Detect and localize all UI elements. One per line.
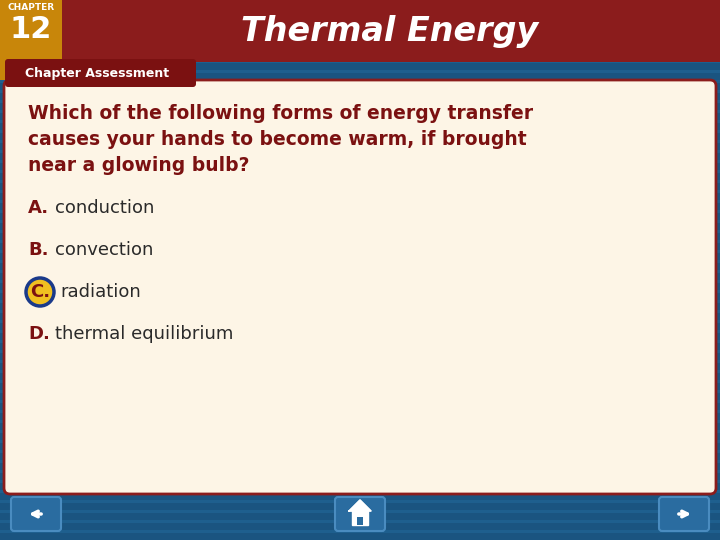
- Text: 12: 12: [10, 16, 52, 44]
- FancyBboxPatch shape: [0, 133, 720, 140]
- FancyBboxPatch shape: [0, 403, 720, 410]
- Circle shape: [26, 278, 54, 306]
- Text: Which of the following forms of energy transfer: Which of the following forms of energy t…: [28, 104, 533, 123]
- Text: near a glowing bulb?: near a glowing bulb?: [28, 156, 250, 175]
- FancyBboxPatch shape: [0, 393, 720, 400]
- Text: Chapter Assessment: Chapter Assessment: [25, 66, 170, 79]
- FancyBboxPatch shape: [0, 63, 720, 70]
- FancyBboxPatch shape: [0, 83, 720, 90]
- Text: convection: convection: [55, 241, 153, 259]
- FancyBboxPatch shape: [0, 263, 720, 270]
- FancyBboxPatch shape: [0, 493, 720, 500]
- Text: B.: B.: [28, 241, 48, 259]
- FancyBboxPatch shape: [0, 323, 720, 330]
- FancyBboxPatch shape: [0, 43, 720, 50]
- FancyBboxPatch shape: [0, 33, 720, 40]
- FancyBboxPatch shape: [0, 0, 720, 62]
- FancyBboxPatch shape: [0, 413, 720, 420]
- FancyBboxPatch shape: [0, 203, 720, 210]
- FancyBboxPatch shape: [0, 103, 720, 110]
- FancyBboxPatch shape: [11, 497, 61, 531]
- FancyBboxPatch shape: [0, 0, 62, 80]
- FancyBboxPatch shape: [0, 273, 720, 280]
- Text: D.: D.: [28, 325, 50, 343]
- FancyBboxPatch shape: [5, 59, 196, 87]
- FancyBboxPatch shape: [0, 503, 720, 510]
- FancyBboxPatch shape: [0, 233, 720, 240]
- FancyBboxPatch shape: [0, 253, 720, 260]
- FancyBboxPatch shape: [0, 333, 720, 340]
- Polygon shape: [349, 500, 371, 511]
- FancyBboxPatch shape: [0, 343, 720, 350]
- FancyBboxPatch shape: [0, 513, 720, 520]
- FancyBboxPatch shape: [0, 223, 720, 230]
- FancyBboxPatch shape: [0, 243, 720, 250]
- FancyBboxPatch shape: [0, 183, 720, 190]
- FancyBboxPatch shape: [0, 473, 720, 480]
- FancyBboxPatch shape: [0, 13, 720, 20]
- Text: Thermal Energy: Thermal Energy: [241, 15, 539, 48]
- FancyBboxPatch shape: [0, 533, 720, 540]
- FancyBboxPatch shape: [0, 153, 720, 160]
- FancyBboxPatch shape: [0, 23, 720, 30]
- FancyBboxPatch shape: [0, 363, 720, 370]
- FancyBboxPatch shape: [0, 73, 720, 80]
- Text: C.: C.: [30, 283, 50, 301]
- FancyBboxPatch shape: [0, 283, 720, 290]
- Text: radiation: radiation: [60, 283, 140, 301]
- FancyBboxPatch shape: [0, 423, 720, 430]
- FancyBboxPatch shape: [0, 113, 720, 120]
- Text: A.: A.: [28, 199, 49, 217]
- Text: conduction: conduction: [55, 199, 154, 217]
- Text: thermal equilibrium: thermal equilibrium: [55, 325, 233, 343]
- FancyBboxPatch shape: [357, 517, 363, 525]
- FancyBboxPatch shape: [0, 163, 720, 170]
- FancyBboxPatch shape: [0, 373, 720, 380]
- Text: causes your hands to become warm, if brought: causes your hands to become warm, if bro…: [28, 130, 526, 149]
- FancyBboxPatch shape: [352, 510, 368, 525]
- FancyBboxPatch shape: [0, 383, 720, 390]
- FancyBboxPatch shape: [335, 497, 385, 531]
- FancyBboxPatch shape: [659, 497, 709, 531]
- FancyBboxPatch shape: [0, 123, 720, 130]
- FancyBboxPatch shape: [0, 143, 720, 150]
- FancyBboxPatch shape: [0, 93, 720, 100]
- FancyBboxPatch shape: [0, 293, 720, 300]
- FancyBboxPatch shape: [0, 433, 720, 440]
- FancyBboxPatch shape: [0, 453, 720, 460]
- Text: CHAPTER: CHAPTER: [7, 3, 55, 12]
- FancyBboxPatch shape: [0, 173, 720, 180]
- FancyBboxPatch shape: [0, 53, 720, 60]
- FancyBboxPatch shape: [0, 303, 720, 310]
- FancyBboxPatch shape: [0, 483, 720, 490]
- FancyBboxPatch shape: [0, 443, 720, 450]
- FancyBboxPatch shape: [0, 3, 720, 10]
- FancyBboxPatch shape: [0, 523, 720, 530]
- FancyBboxPatch shape: [4, 80, 716, 494]
- FancyBboxPatch shape: [0, 463, 720, 470]
- FancyBboxPatch shape: [0, 193, 720, 200]
- FancyBboxPatch shape: [0, 313, 720, 320]
- FancyBboxPatch shape: [0, 353, 720, 360]
- FancyBboxPatch shape: [0, 213, 720, 220]
